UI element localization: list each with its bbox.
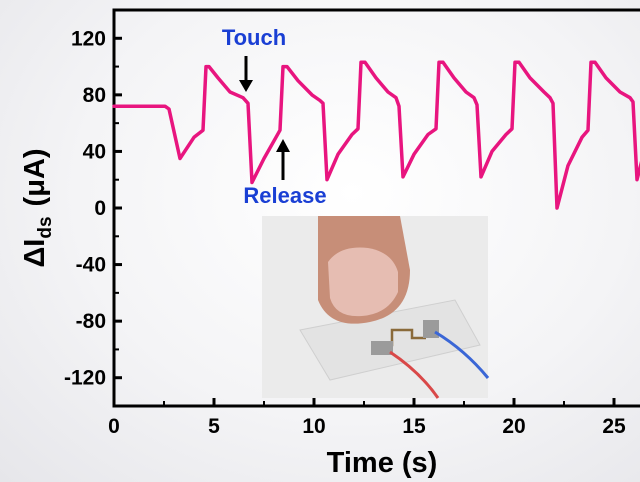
finger-photo [262, 216, 490, 399]
y-axis-title: ΔIds(μA) [19, 148, 56, 267]
y-tick-label: 0 [94, 197, 106, 220]
x-tick-label: 15 [402, 415, 426, 438]
x-axis-title: Time (s) [327, 447, 438, 479]
release-arrow-head [276, 139, 290, 152]
annotations: Touch Release [222, 25, 327, 208]
x-tick-label: 25 [602, 415, 626, 438]
y-tick-label: -80 [76, 310, 106, 333]
x-tick-label: 10 [302, 415, 325, 438]
axis-titles: Time (s) ΔIds(μA) [19, 148, 437, 479]
y-tick-label: 40 [83, 140, 106, 163]
y-tick-label: -120 [64, 367, 106, 390]
x-tick-label: 20 [502, 415, 525, 438]
x-axis: 0 5 10 15 20 25 [108, 398, 626, 438]
y-tick-label: 80 [83, 84, 106, 107]
y-axis: -120 -80 -40 0 40 80 120 [64, 27, 122, 390]
series-line [112, 60, 640, 210]
y-tick-label: 120 [71, 27, 106, 50]
x-tick-label: 5 [208, 415, 220, 438]
plot-area: -120 -80 -40 0 40 80 120 0 5 10 15 20 25 [64, 8, 640, 438]
annotation-release-label: Release [243, 183, 326, 208]
touch-arrow-head [239, 80, 253, 92]
y-tick-label: -40 [76, 254, 106, 277]
annotation-touch-label: Touch [222, 25, 286, 50]
x-tick-label: 0 [108, 415, 120, 438]
